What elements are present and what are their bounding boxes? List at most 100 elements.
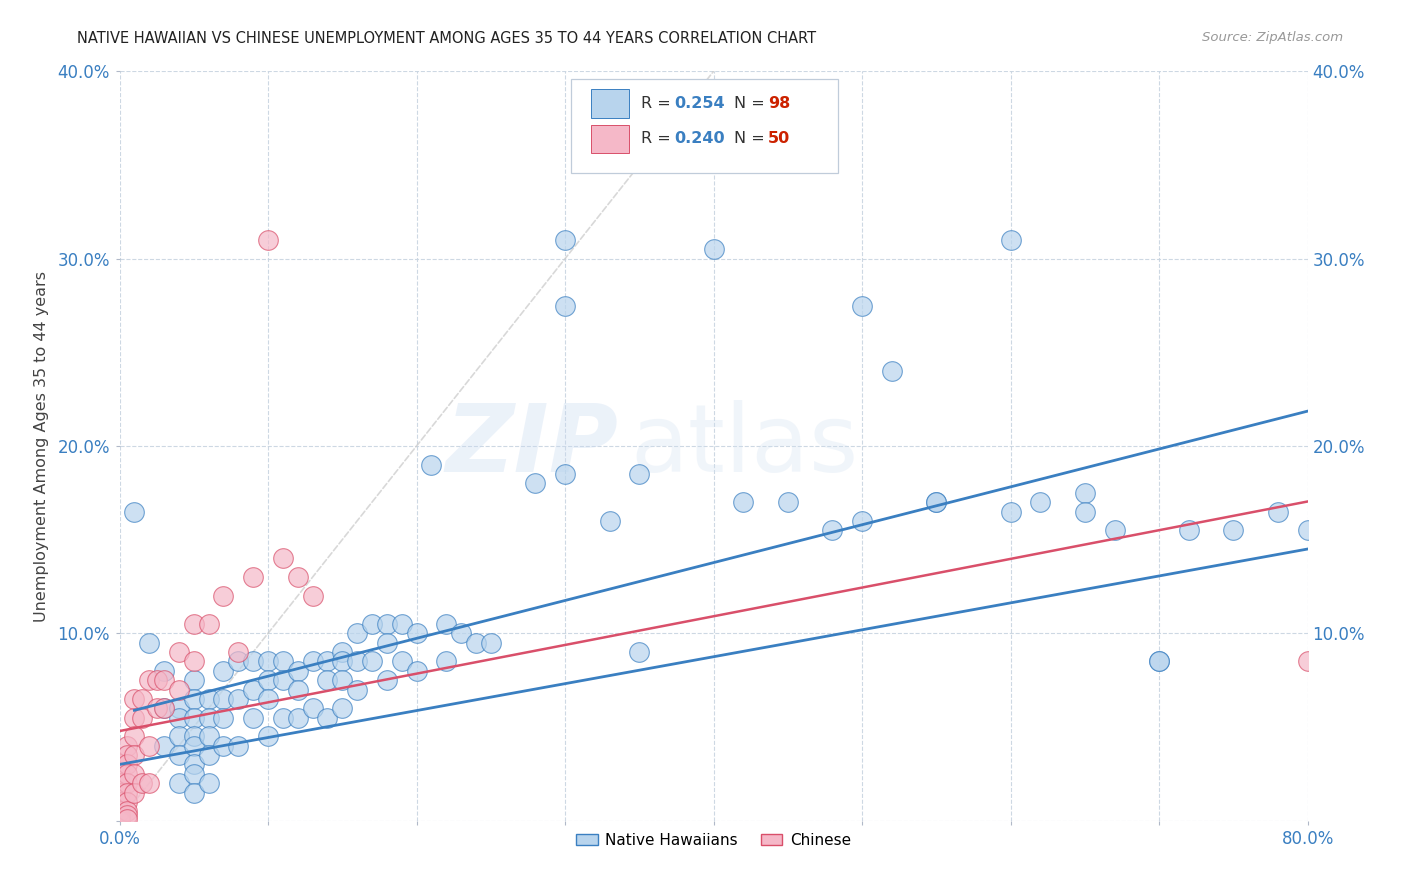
Point	[330, 701, 353, 715]
Point	[242, 570, 264, 584]
Point	[108, 812, 131, 826]
Y-axis label: Unemployment Among Ages 35 to 44 years: Unemployment Among Ages 35 to 44 years	[34, 270, 49, 622]
Point	[1000, 505, 1022, 519]
Point	[183, 673, 205, 688]
Point	[242, 682, 264, 697]
Point	[925, 495, 948, 509]
Point	[183, 655, 205, 669]
Point	[287, 710, 309, 724]
Point	[124, 786, 146, 800]
Text: 0.254: 0.254	[675, 96, 725, 112]
Point	[1074, 505, 1097, 519]
Point	[197, 776, 219, 790]
Point	[153, 673, 176, 688]
Point	[108, 795, 131, 809]
Point	[124, 692, 146, 706]
Point	[554, 467, 576, 482]
Text: N =: N =	[734, 96, 769, 112]
Point	[330, 645, 353, 659]
Point	[464, 635, 488, 649]
Point	[138, 635, 160, 649]
Point	[375, 635, 398, 649]
Point	[375, 617, 398, 632]
Point	[115, 757, 138, 772]
Point	[108, 814, 131, 828]
Point	[346, 655, 368, 669]
Point	[346, 626, 368, 640]
Point	[434, 655, 457, 669]
Point	[257, 233, 280, 247]
Point	[167, 710, 190, 724]
Point	[115, 739, 138, 753]
Point	[1074, 486, 1097, 500]
Point	[330, 673, 353, 688]
Point	[391, 617, 413, 632]
Point	[375, 673, 398, 688]
Point	[330, 655, 353, 669]
Point	[925, 495, 948, 509]
Point	[197, 747, 219, 762]
Point	[124, 747, 146, 762]
Point	[1296, 524, 1319, 538]
Point	[115, 767, 138, 781]
Point	[138, 739, 160, 753]
Point	[212, 692, 235, 706]
Point	[271, 673, 294, 688]
Point	[167, 730, 190, 744]
Point	[115, 786, 138, 800]
Point	[153, 701, 176, 715]
Point	[167, 682, 190, 697]
Point	[153, 701, 176, 715]
Point	[257, 692, 280, 706]
Point	[1104, 524, 1126, 538]
Point	[197, 710, 219, 724]
Point	[1296, 655, 1319, 669]
Point	[405, 626, 427, 640]
Text: NATIVE HAWAIIAN VS CHINESE UNEMPLOYMENT AMONG AGES 35 TO 44 YEARS CORRELATION CH: NATIVE HAWAIIAN VS CHINESE UNEMPLOYMENT …	[77, 31, 817, 46]
Point	[124, 767, 146, 781]
Point	[108, 810, 131, 824]
Point	[183, 767, 205, 781]
Point	[628, 467, 651, 482]
Point	[138, 776, 160, 790]
Point	[108, 776, 131, 790]
Point	[703, 243, 725, 257]
FancyBboxPatch shape	[591, 89, 630, 118]
Point	[361, 617, 384, 632]
Point	[776, 495, 799, 509]
Point	[599, 514, 621, 528]
Text: R =: R =	[641, 96, 676, 112]
Point	[524, 476, 547, 491]
Text: 50: 50	[768, 131, 790, 146]
Point	[115, 805, 138, 819]
Point	[228, 645, 250, 659]
Point	[257, 730, 280, 744]
Point	[183, 739, 205, 753]
Point	[271, 551, 294, 566]
Point	[316, 710, 339, 724]
Point	[153, 739, 176, 753]
Point	[242, 655, 264, 669]
Point	[124, 710, 146, 724]
Point	[108, 808, 131, 822]
Point	[131, 692, 153, 706]
Point	[212, 589, 235, 603]
Point	[1147, 655, 1170, 669]
Point	[287, 664, 309, 678]
Point	[1029, 495, 1052, 509]
Point	[183, 730, 205, 744]
Point	[212, 739, 235, 753]
Point	[851, 514, 873, 528]
Point	[115, 747, 138, 762]
Point	[167, 645, 190, 659]
Point	[131, 776, 153, 790]
Point	[115, 812, 138, 826]
FancyBboxPatch shape	[571, 78, 838, 172]
Point	[183, 617, 205, 632]
Point	[108, 805, 131, 819]
Point	[257, 655, 280, 669]
Point	[167, 747, 190, 762]
Point	[115, 808, 138, 822]
Point	[124, 505, 146, 519]
Text: N =: N =	[734, 131, 769, 146]
